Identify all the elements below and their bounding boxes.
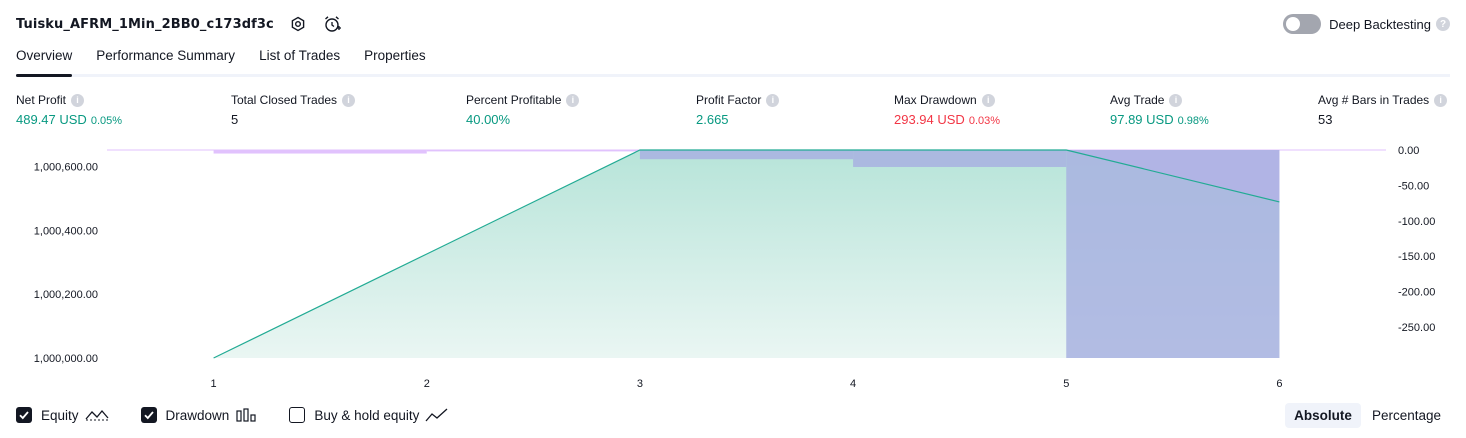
metric-value: 2.665 [696,112,729,127]
y-right-tick-label: -50.00 [1398,180,1429,192]
buy-hold-equity-checkbox[interactable]: Buy & hold equity [289,407,449,423]
equity-label: Equity [41,408,79,423]
checkbox-unchecked[interactable] [289,407,305,423]
y-right-tick-label: -150.00 [1398,251,1435,263]
metric-percent: 0.03% [969,115,1000,127]
buy-hold-equity-label: Buy & hold equity [314,408,419,423]
info-icon[interactable]: i [766,94,779,107]
y-right-tick-label: -100.00 [1398,216,1435,228]
metric-value: 489.47 USD [16,112,87,127]
settings-icon[interactable] [288,14,308,34]
metric-value: 97.89 USD [1110,112,1174,127]
info-icon[interactable]: i [566,94,579,107]
report-tabs: Overview Performance Summary List of Tra… [16,44,1450,77]
metric-value: 40.00% [466,112,510,127]
drawdown-overlap-bar [1066,150,1279,358]
drawdown-bar [214,150,427,154]
drawdown-bar [427,150,640,151]
metric-label: Avg # Bars in Trades [1318,93,1429,107]
toggle-knob [1286,17,1300,31]
x-tick-label: 2 [424,378,430,390]
equity-line-icon [85,407,109,423]
x-tick-label: 4 [850,378,856,390]
info-icon[interactable]: i [71,94,84,107]
tab-properties[interactable]: Properties [364,44,426,74]
tab-overview[interactable]: Overview [16,44,72,74]
metric-label: Percent Profitable [466,93,561,107]
info-icon[interactable]: i [1169,94,1182,107]
y-left-tick-label: 1,000,600.00 [34,162,98,174]
x-tick-label: 1 [211,378,217,390]
y-right-tick-label: -200.00 [1398,287,1435,299]
metric-net-profit: Net Profit i 489.47 USD 0.05% [16,93,122,127]
metric-avg-bars-in-trades: Avg # Bars in Trades i 53 [1318,93,1447,127]
deep-backtesting-control: Deep Backtesting ? [1283,14,1450,34]
report-header: Tuisku_AFRM_1Min_2BB0_c173df3c [16,10,342,38]
strategy-title: Tuisku_AFRM_1Min_2BB0_c173df3c [16,17,274,32]
equity-drawdown-chart[interactable]: 1,000,000.00 1,000,200.00 1,000,400.00 1,00… [0,140,1466,400]
metric-value: 53 [1318,112,1332,127]
metric-max-drawdown: Max Drawdown i 293.94 USD 0.03% [894,93,1000,127]
y-right-tick-label: 0.00 [1398,145,1419,157]
info-icon[interactable]: i [342,94,355,107]
equity-checkbox[interactable]: Equity [16,407,109,423]
metric-label: Total Closed Trades [231,93,337,107]
chart-legend-bar: Equity Drawdown Buy & hold equity Absolu… [16,402,1450,428]
tab-list-of-trades[interactable]: List of Trades [259,44,340,74]
deep-backtesting-label: Deep Backtesting [1329,17,1431,32]
metric-label: Profit Factor [696,93,761,107]
absolute-button[interactable]: Absolute [1285,403,1361,428]
y-left-tick-label: 1,000,000.00 [34,353,98,365]
percentage-button[interactable]: Percentage [1363,403,1450,428]
metric-total-closed-trades: Total Closed Trades i 5 [231,93,355,127]
metric-avg-trade: Avg Trade i 97.89 USD 0.98% [1110,93,1209,127]
info-icon[interactable]: i [982,94,995,107]
x-tick-label: 5 [1063,378,1069,390]
metric-label: Avg Trade [1110,93,1164,107]
buy-hold-line-icon [425,407,449,423]
tab-performance-summary[interactable]: Performance Summary [96,44,235,74]
metrics-row: Net Profit i 489.47 USD 0.05% Total Closed… [0,93,1466,133]
info-icon[interactable]: i [1434,94,1447,107]
metric-profit-factor: Profit Factor i 2.665 [696,93,779,127]
drawdown-bars-icon [235,407,257,423]
checkbox-checked[interactable] [16,407,32,423]
y-left-tick-label: 1,000,200.00 [34,289,98,301]
drawdown-overlap-bar [640,150,853,159]
drawdown-label: Drawdown [166,408,230,423]
value-mode-toggle: Absolute Percentage [1283,403,1450,428]
metric-value: 5 [231,112,238,127]
metric-percent: 0.05% [91,115,122,127]
metric-percent-profitable: Percent Profitable i 40.00% [466,93,579,127]
deep-backtesting-toggle[interactable] [1283,14,1321,34]
drawdown-overlap-bar [853,150,1066,167]
x-tick-label: 3 [637,378,643,390]
metric-label: Max Drawdown [894,93,977,107]
help-icon[interactable]: ? [1436,17,1450,31]
x-tick-label: 6 [1276,378,1282,390]
add-alert-icon[interactable] [322,14,342,34]
checkbox-checked[interactable] [141,407,157,423]
y-left-tick-label: 1,000,400.00 [34,225,98,237]
metric-label: Net Profit [16,93,66,107]
y-right-tick-label: -250.00 [1398,322,1435,334]
metric-value: 293.94 USD [894,112,965,127]
metric-percent: 0.98% [1178,115,1209,127]
drawdown-checkbox[interactable]: Drawdown [141,407,258,423]
